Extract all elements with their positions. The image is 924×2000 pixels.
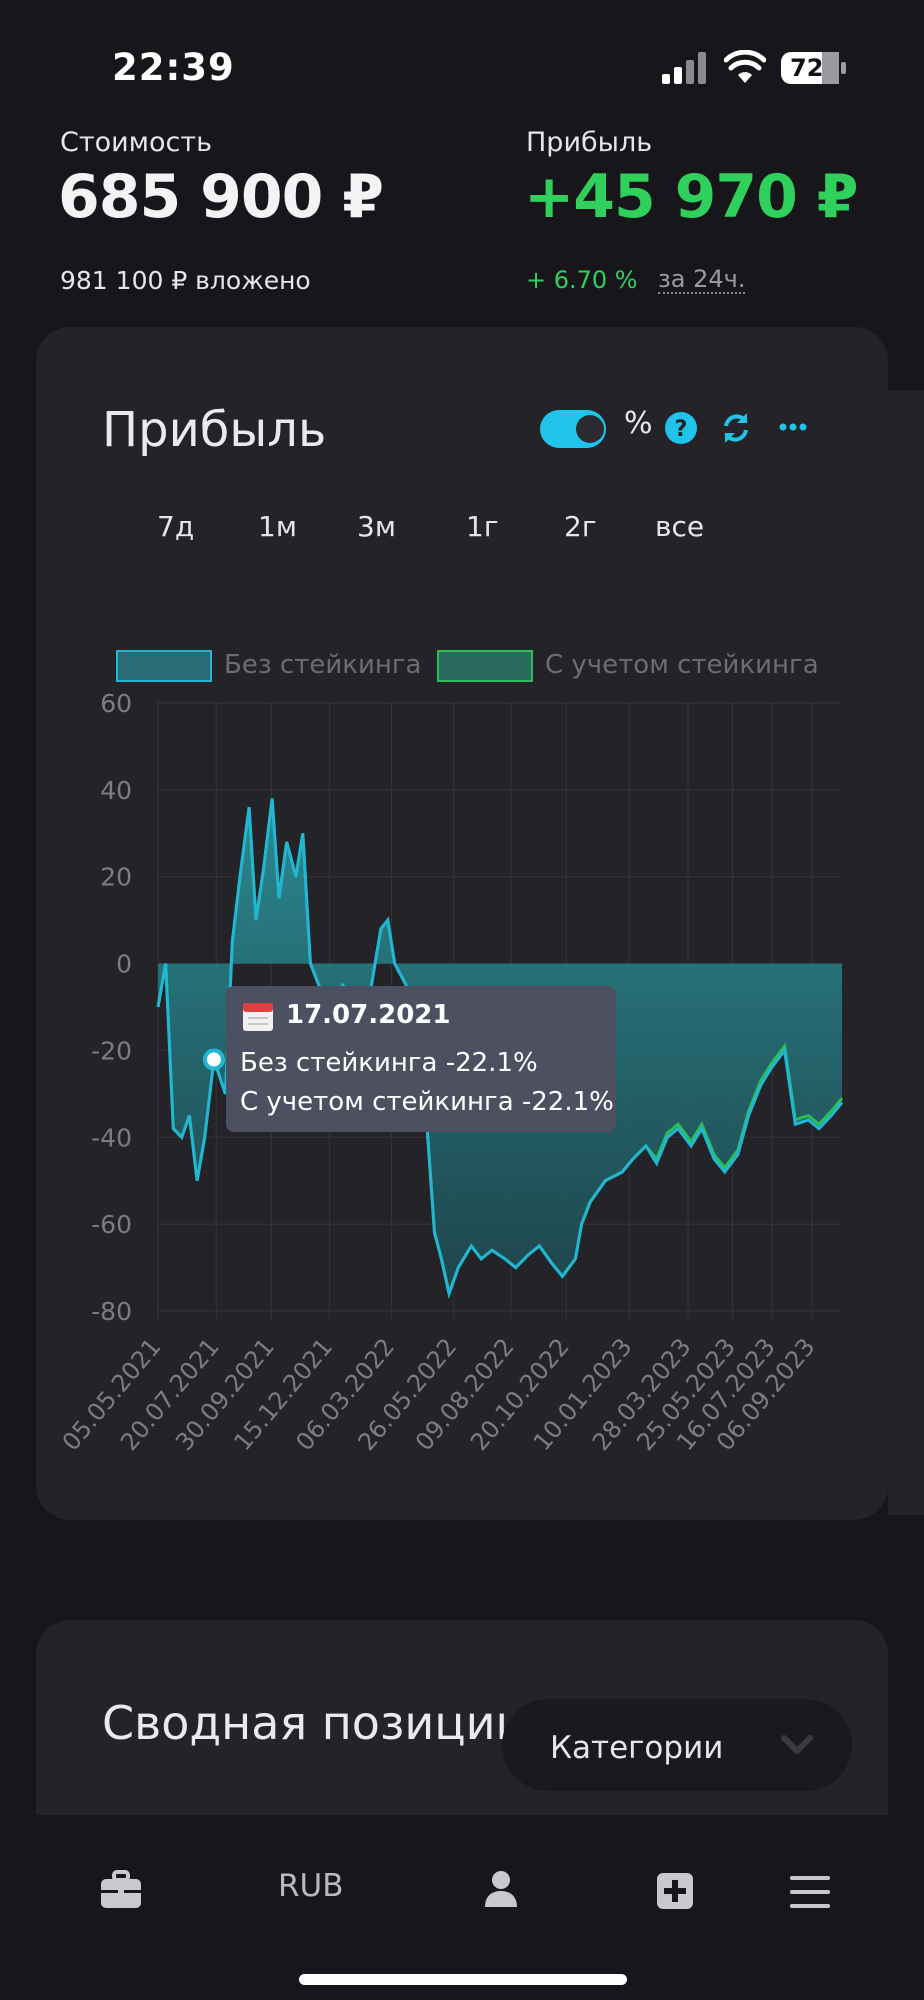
category-dropdown-label[interactable]: Категории <box>550 1730 724 1766</box>
period-selector-link[interactable]: за 24ч. <box>658 265 746 294</box>
y-tick-label: 0 <box>116 950 132 979</box>
y-tick-label: -60 <box>91 1210 132 1239</box>
battery-level: 72 <box>790 54 824 82</box>
add-icon[interactable] <box>656 1872 694 1910</box>
refresh-icon[interactable] <box>718 410 754 446</box>
profit-amount: +45 970 ₽ <box>524 162 859 232</box>
range-3m[interactable]: 3м <box>357 510 396 543</box>
y-tick-label: 40 <box>100 776 132 805</box>
legend-swatch-with-staking[interactable] <box>437 650 533 682</box>
chevron-down-icon[interactable] <box>780 1732 814 1756</box>
chart-card-title: Прибыль <box>102 402 327 458</box>
status-time: 22:39 <box>112 46 235 89</box>
cellular-signal-icon <box>662 52 706 84</box>
y-tick-label: -20 <box>91 1036 132 1065</box>
legend-swatch-no-staking[interactable] <box>116 650 212 682</box>
legend-label-no-staking[interactable]: Без стейкинга <box>224 650 422 680</box>
tooltip-point-marker <box>202 1048 225 1071</box>
series-line-no-staking <box>156 798 844 1300</box>
more-options-icon[interactable] <box>778 415 808 439</box>
percent-label: % <box>624 406 653 441</box>
y-tick-label: -40 <box>91 1123 132 1152</box>
tooltip-date: 17.07.2021 <box>286 1000 451 1030</box>
summary-title: Сводная позиции <box>102 1696 526 1750</box>
nav-currency-rub[interactable]: RUB <box>278 1868 344 1904</box>
help-icon[interactable]: ? <box>664 411 698 445</box>
portfolio-value: 685 900 ₽ <box>58 162 384 232</box>
profile-icon[interactable] <box>484 1870 518 1908</box>
y-tick-label: -80 <box>91 1297 132 1326</box>
profit-label: Прибыль <box>526 127 653 158</box>
svg-text:?: ? <box>675 417 688 442</box>
range-all[interactable]: все <box>655 510 705 543</box>
wifi-icon <box>724 50 766 83</box>
battery-icon: 72 <box>780 50 848 86</box>
range-1m[interactable]: 1м <box>258 510 297 543</box>
menu-icon[interactable] <box>790 1874 830 1910</box>
home-indicator <box>299 1974 627 1985</box>
profit-chart-card <box>36 327 888 1520</box>
y-tick-label: 20 <box>100 863 132 892</box>
next-card-edge <box>888 390 924 1515</box>
legend-label-with-staking[interactable]: С учетом стейкинга <box>545 650 819 680</box>
value-label: Стоимость <box>60 127 213 158</box>
profit-percent: + 6.70 % <box>526 266 638 294</box>
bottom-navigation <box>0 1815 924 2000</box>
invested-amount: 981 100 ₽ вложено <box>60 266 311 295</box>
range-2y[interactable]: 2г <box>564 510 597 543</box>
chart-tooltip <box>226 986 616 1132</box>
portfolio-icon[interactable] <box>100 1870 142 1910</box>
range-7d[interactable]: 7д <box>157 510 195 543</box>
tooltip-line-no-staking: Без стейкинга -22.1% <box>240 1048 538 1078</box>
calendar-icon <box>243 1003 273 1031</box>
y-tick-label: 60 <box>100 689 132 718</box>
tooltip-line-with-staking: С учетом стейкинга -22.1% <box>240 1087 614 1117</box>
toggle-knob <box>576 415 604 443</box>
range-1y[interactable]: 1г <box>466 510 499 543</box>
